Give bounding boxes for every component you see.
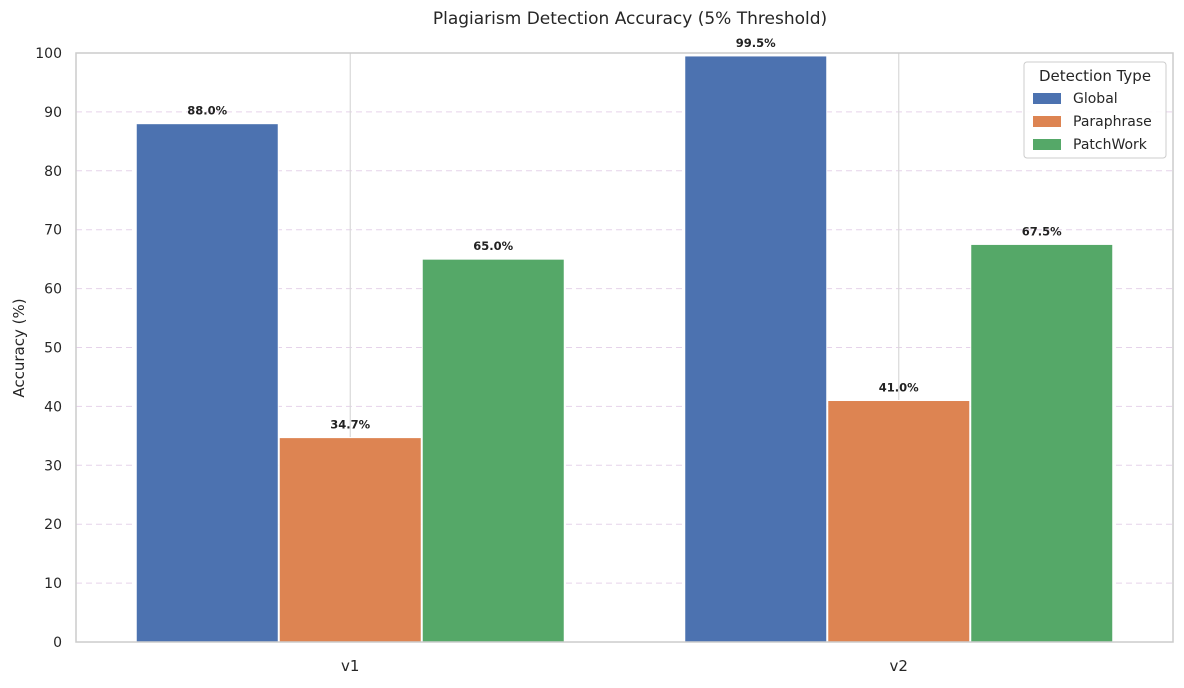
legend-swatch-patchwork [1033, 139, 1061, 150]
y-tick-label: 70 [44, 223, 62, 239]
legend-box [1023, 61, 1167, 159]
plot-frame [75, 52, 1174, 643]
bar-patchwork-v1 [421, 258, 565, 643]
plot-border [75, 52, 1174, 643]
x-tick-label: v2 [890, 657, 908, 675]
y-tick-label: 10 [44, 576, 62, 592]
data-label: 67.5% [1022, 224, 1062, 238]
data-label: 99.5% [736, 36, 776, 50]
y-axis-label: Accuracy (%) [10, 298, 28, 397]
data-label: 65.0% [473, 239, 513, 253]
y-tick-label: 100 [35, 46, 62, 62]
y-tick-label: 90 [44, 105, 62, 121]
y-tick-label: 80 [44, 164, 62, 180]
y-tick-label: 0 [53, 635, 62, 651]
legend-swatch-paraphrase [1033, 116, 1061, 127]
data-labels: 88.0% 34.7% 65.0% 99.5% 41.0% 67.5% [187, 36, 1062, 432]
legend: Detection Type Global Paraphrase PatchWork [1023, 61, 1167, 159]
bar-paraphrase-v1 [278, 437, 422, 643]
bar-global-v1 [135, 123, 279, 643]
legend-title: Detection Type [1039, 67, 1151, 85]
legend-swatch-global [1033, 93, 1061, 104]
bar-patchwork-v2 [970, 243, 1114, 643]
y-tick-label: 30 [44, 458, 62, 474]
data-label: 41.0% [879, 381, 919, 395]
legend-label-global: Global [1073, 91, 1118, 107]
y-tick-label: 60 [44, 282, 62, 298]
bar-paraphrase-v2 [827, 400, 971, 643]
data-label: 88.0% [187, 104, 227, 118]
y-tick-label: 50 [44, 341, 62, 357]
chart-title: Plagiarism Detection Accuracy (5% Thresh… [433, 9, 827, 29]
y-tick-label: 40 [44, 399, 62, 415]
x-axis-ticks: v1 v2 [341, 657, 908, 675]
data-label: 34.7% [330, 418, 370, 432]
y-axis-ticks: 0 10 20 30 40 50 60 70 80 90 100 [35, 46, 62, 651]
x-tick-label: v1 [341, 657, 359, 675]
bars [135, 55, 1114, 643]
legend-label-paraphrase: Paraphrase [1073, 114, 1152, 130]
legend-label-patchwork: PatchWork [1073, 137, 1148, 153]
bar-global-v2 [684, 55, 828, 643]
y-tick-label: 20 [44, 517, 62, 533]
